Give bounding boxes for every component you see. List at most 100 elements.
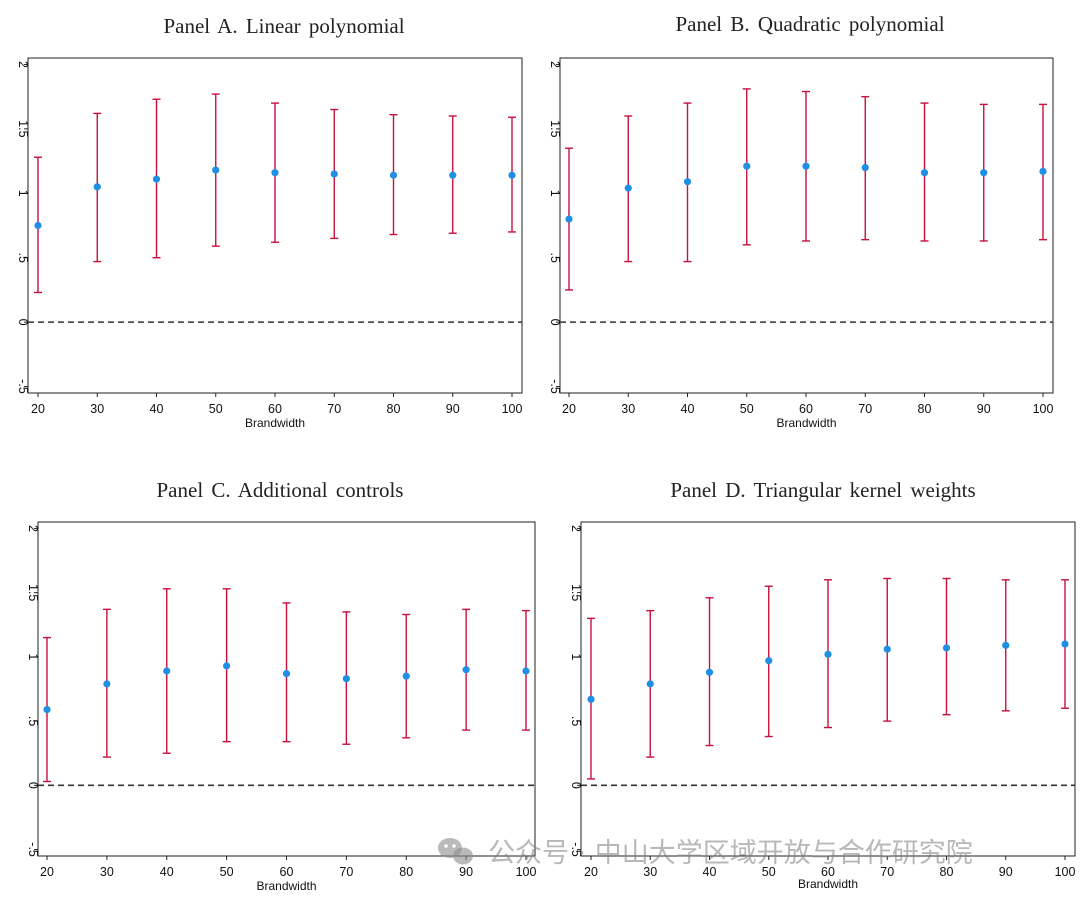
- y-tick-label: 2: [16, 61, 30, 68]
- point-estimate: [942, 644, 951, 652]
- x-tick-label: 60: [280, 865, 294, 879]
- point-estimate: [683, 178, 692, 186]
- point-estimate: [861, 163, 869, 172]
- y-tick-label: 1.5: [26, 584, 40, 601]
- x-tick-label: 20: [584, 865, 598, 879]
- point-estimate: [508, 171, 516, 179]
- point-estimate: [802, 162, 810, 170]
- y-tick-label: 2: [548, 61, 562, 68]
- chart-panel-c: Panel C. Additional controls -.5 0 .5 1 1.5 2 2…: [26, 478, 536, 893]
- y-tick-label: 0: [569, 782, 583, 789]
- point-estimate: [646, 680, 654, 688]
- x-tick-label: 80: [387, 402, 401, 416]
- watermark-text: 公众号 · 中山大学区域开放与合作研究院: [488, 838, 973, 869]
- point-estimate: [330, 170, 338, 178]
- x-axis-title: Brandwidth: [256, 879, 316, 893]
- x-tick-label: 100: [1055, 865, 1076, 879]
- y-tick-label: -.5: [26, 842, 40, 857]
- point-estimate: [1039, 167, 1047, 175]
- x-tick-label: 40: [703, 865, 717, 879]
- point-estimate: [743, 162, 751, 170]
- y-tick-label: 0: [26, 782, 40, 789]
- point-estimate: [103, 680, 111, 688]
- point-estimate: [587, 695, 595, 703]
- x-tick-label: 30: [90, 402, 104, 416]
- panel-title: Panel C. Additional controls: [157, 478, 404, 502]
- point-estimate: [624, 184, 632, 192]
- x-tick-label: 30: [643, 865, 657, 879]
- x-tick-label: 40: [681, 402, 695, 416]
- y-tick-label: 2: [569, 525, 583, 532]
- panel-title: Panel D. Triangular kernel weights: [670, 478, 975, 502]
- panel-title: Panel A. Linear polynomial: [163, 14, 404, 38]
- chart-panel-d: Panel D. Triangular kernel weights -.5 0 .5…: [569, 478, 1076, 891]
- y-tick-label: 0: [548, 319, 562, 326]
- y-tick-label: 2: [26, 525, 40, 532]
- x-tick-label: 50: [762, 865, 776, 879]
- x-tick-label: 70: [339, 865, 353, 879]
- y-tick-label: 1.5: [16, 120, 30, 137]
- x-tick-label: 50: [220, 865, 234, 879]
- point-estimate: [920, 169, 929, 177]
- x-tick-label: 70: [858, 402, 872, 416]
- point-estimate: [34, 221, 42, 230]
- point-estimate: [883, 645, 891, 653]
- x-tick-label: 30: [621, 402, 635, 416]
- x-tick-label: 100: [1033, 402, 1054, 416]
- point-estimate: [271, 169, 279, 177]
- x-tick-label: 90: [977, 402, 991, 416]
- y-tick-label: 1: [548, 190, 562, 197]
- y-tick-label: 1.5: [569, 584, 583, 601]
- panel-title: Panel B. Quadratic polynomial: [675, 12, 944, 36]
- x-tick-label: 70: [327, 402, 341, 416]
- point-estimate: [43, 705, 51, 714]
- point-estimate: [152, 175, 161, 183]
- y-tick-label: 1: [26, 653, 40, 660]
- y-tick-label: .5: [26, 716, 40, 726]
- point-estimate: [980, 169, 988, 177]
- point-estimate: [824, 650, 832, 658]
- point-estimate: [565, 215, 573, 223]
- point-estimate: [282, 669, 291, 678]
- point-estimate: [389, 171, 398, 179]
- x-tick-label: 100: [516, 865, 537, 879]
- x-axis-title: Brandwidth: [798, 877, 858, 891]
- y-tick-label: -.5: [569, 842, 583, 857]
- chart-panel-b: Panel B. Quadratic polynomial -.5 0 .5 1 1.5 2…: [548, 12, 1054, 430]
- wechat-icon: [438, 838, 473, 865]
- x-axis-title: Brandwidth: [245, 416, 305, 430]
- point-estimate: [449, 171, 457, 179]
- y-tick-label: 1: [16, 190, 30, 197]
- x-tick-label: 100: [502, 402, 523, 416]
- x-tick-label: 70: [880, 865, 894, 879]
- point-estimate: [522, 667, 530, 675]
- point-estimate: [1061, 640, 1069, 648]
- point-estimate: [342, 675, 350, 683]
- point-estimate: [93, 183, 101, 191]
- y-tick-label: .5: [16, 252, 30, 262]
- x-tick-label: 60: [268, 402, 282, 416]
- x-tick-label: 40: [150, 402, 164, 416]
- y-tick-label: .5: [548, 252, 562, 262]
- x-tick-label: 90: [459, 865, 473, 879]
- y-tick-label: .5: [569, 716, 583, 726]
- point-estimate: [1002, 641, 1010, 649]
- x-tick-label: 80: [918, 402, 932, 416]
- x-tick-label: 80: [940, 865, 954, 879]
- x-tick-label: 50: [209, 402, 223, 416]
- chart-panel-a: Panel A. Linear polynomial -.5 0 .5 1 1.5 2 20 3…: [16, 14, 523, 430]
- x-tick-label: 20: [40, 865, 54, 879]
- y-tick-label: 1: [569, 653, 583, 660]
- point-estimate: [402, 672, 410, 680]
- point-estimate: [223, 662, 231, 670]
- x-tick-label: 20: [31, 402, 45, 416]
- x-axis-title: Brandwidth: [776, 416, 836, 430]
- x-tick-label: 50: [740, 402, 754, 416]
- point-estimate: [163, 667, 171, 675]
- x-tick-label: 60: [799, 402, 813, 416]
- point-estimate: [462, 666, 470, 674]
- x-tick-label: 60: [821, 865, 835, 879]
- x-tick-label: 20: [562, 402, 576, 416]
